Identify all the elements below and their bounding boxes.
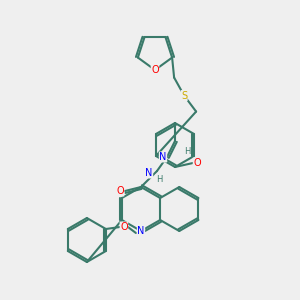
Text: O: O: [193, 158, 201, 168]
Text: O: O: [116, 186, 124, 196]
Text: N: N: [137, 226, 145, 236]
Text: H: H: [156, 175, 162, 184]
Text: N: N: [159, 152, 167, 162]
Text: O: O: [151, 65, 159, 75]
Text: O: O: [120, 222, 128, 232]
Text: N: N: [145, 168, 153, 178]
Text: H: H: [184, 146, 190, 155]
Text: S: S: [181, 91, 187, 100]
